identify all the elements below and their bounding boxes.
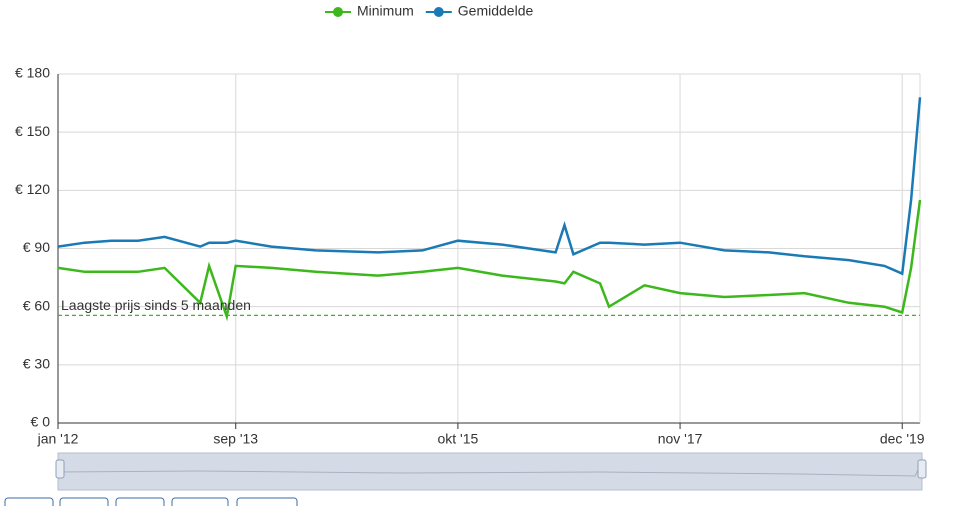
- navigator-handle[interactable]: [55, 459, 65, 479]
- navigator-line: [57, 461, 923, 477]
- legend-label[interactable]: Gemiddelde: [458, 3, 534, 19]
- y-tick-label: € 30: [23, 356, 50, 372]
- y-tick-label: € 150: [15, 123, 50, 139]
- y-tick-label: € 0: [31, 414, 51, 430]
- annotation-text: Laagste prijs sinds 5 maanden: [61, 297, 251, 313]
- y-tick-label: € 90: [23, 239, 50, 255]
- y-tick-label: € 180: [15, 65, 50, 81]
- navigator-handle[interactable]: [917, 459, 927, 479]
- y-tick-label: € 120: [15, 181, 50, 197]
- x-tick-label: jan '12: [37, 431, 79, 447]
- range-button[interactable]: [236, 497, 298, 506]
- x-tick-label: okt '15: [437, 431, 478, 447]
- legend-label[interactable]: Minimum: [357, 3, 414, 19]
- x-tick-label: nov '17: [658, 431, 703, 447]
- legend-marker: [333, 7, 343, 17]
- range-button[interactable]: [4, 497, 54, 506]
- legend-marker: [433, 7, 444, 17]
- range-button[interactable]: [171, 497, 229, 506]
- range-button[interactable]: [59, 497, 109, 506]
- x-tick-label: sep '13: [213, 431, 258, 447]
- x-tick-label: dec '19: [880, 431, 925, 447]
- series-line: [57, 97, 922, 276]
- range-button[interactable]: [115, 497, 165, 506]
- y-tick-label: € 60: [23, 297, 50, 313]
- series-line: [57, 199, 922, 322]
